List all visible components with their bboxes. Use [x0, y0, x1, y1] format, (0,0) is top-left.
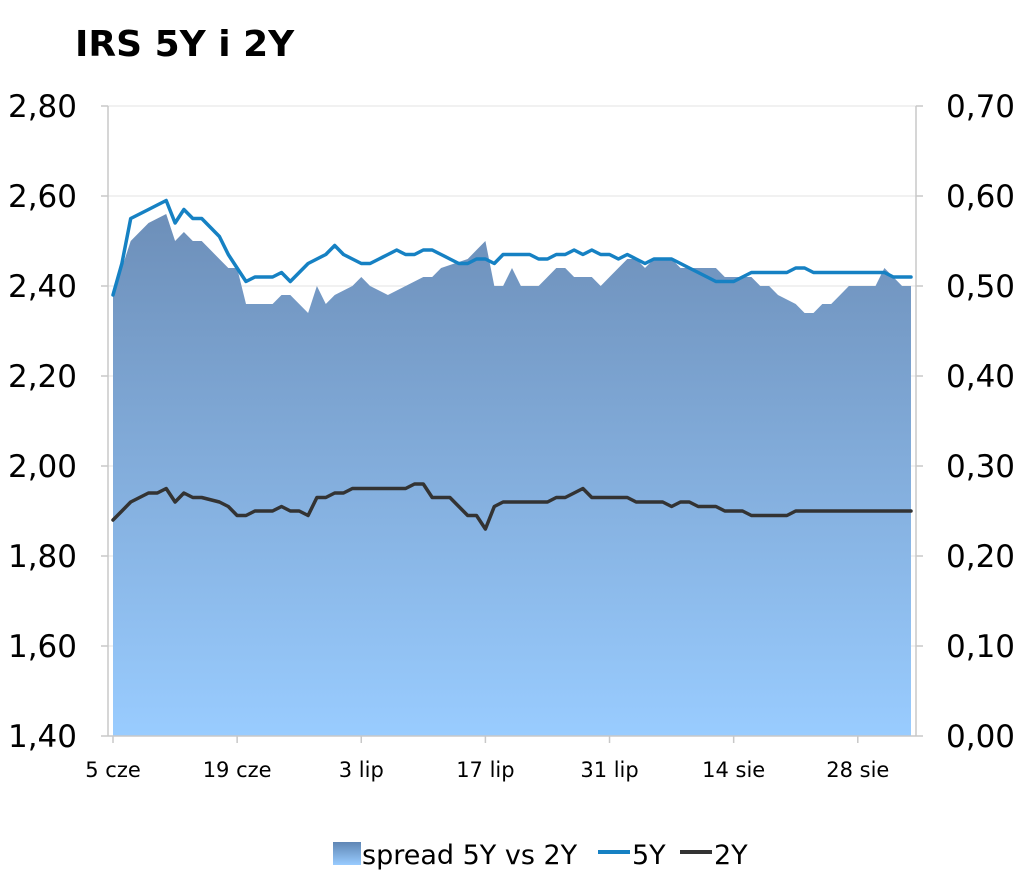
legend: spread 5Y vs 2Y 5Y 2Y [333, 840, 748, 871]
y-left-tick-label: 1,80 [8, 539, 77, 575]
chart-title: IRS 5Y i 2Y [75, 24, 295, 65]
series-line-5y [111, 198, 913, 297]
y-left-tick-label: 2,60 [8, 179, 77, 215]
y-right-tick-label: 0,30 [946, 449, 1015, 485]
legend-swatch-spread [333, 842, 361, 865]
x-tick-label: 19 cze [203, 758, 272, 782]
spread-area-layer [113, 214, 911, 736]
y-right-tick-label: 0,60 [946, 179, 1015, 215]
y-right-tick-label: 0,40 [946, 359, 1015, 395]
y-left-tick-label: 1,40 [8, 719, 77, 755]
y-left-tick-label: 2,80 [8, 89, 77, 125]
y-left-tick-labels: 1,40 1,60 1,80 2,00 2,20 2,40 2,60 2,80 [8, 89, 108, 755]
series-line-2y [111, 482, 913, 531]
spread-area [113, 214, 911, 736]
x-tick-label: 5 cze [85, 758, 141, 782]
legend-label-spread: spread 5Y vs 2Y [362, 840, 578, 871]
x-tick-label: 14 sie [702, 758, 765, 782]
x-tick-label: 17 lip [456, 758, 514, 782]
x-tick-label: 31 lip [580, 758, 638, 782]
y-right-tick-label: 0,00 [946, 719, 1015, 755]
y-right-tick-label: 0,50 [946, 269, 1015, 305]
x-tick-label: 3 lip [339, 758, 384, 782]
legend-label-2y: 2Y [714, 840, 748, 871]
x-tick-label: 28 sie [826, 758, 889, 782]
x-tick-labels: 5 cze 19 cze 3 lip 17 lip 31 lip 14 sie 28 sie [85, 736, 889, 782]
y-right-tick-labels: 0,00 0,10 0,20 0,30 0,40 0,50 0,60 0,70 [916, 89, 1015, 755]
lines-layer [111, 198, 913, 531]
y-left-tick-label: 2,00 [8, 449, 77, 485]
y-left-tick-label: 2,40 [8, 269, 77, 305]
y-left-tick-label: 2,20 [8, 359, 77, 395]
legend-label-5y: 5Y [632, 840, 666, 871]
y-right-tick-label: 0,70 [946, 89, 1015, 125]
y-right-tick-label: 0,20 [946, 539, 1015, 575]
y-left-tick-label: 1,60 [8, 629, 77, 665]
y-right-tick-label: 0,10 [946, 629, 1015, 665]
